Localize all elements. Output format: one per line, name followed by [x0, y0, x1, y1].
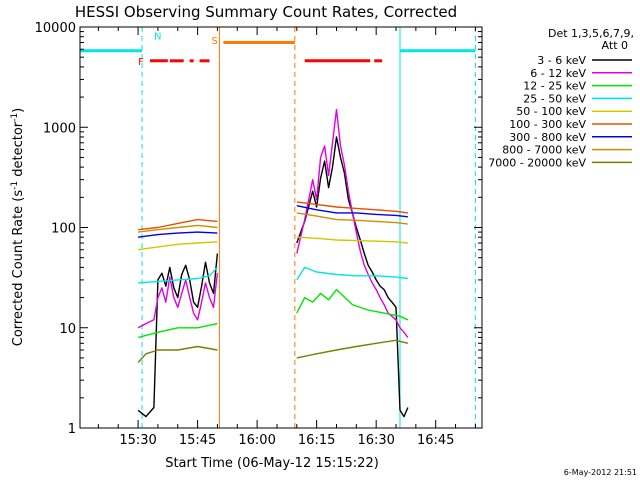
x-tick-label-5: 16:45	[417, 433, 454, 448]
legend-label-8: 7000 - 20000 keV	[488, 156, 586, 169]
legend-header-attenuator: Att 0	[602, 39, 628, 52]
series-0-segment-0	[137, 253, 219, 418]
legend-header-detectors: Det 1,3,5,6,7,9,	[548, 27, 634, 40]
series-2-segment-1	[296, 288, 409, 321]
flag-label-f: F	[138, 57, 144, 68]
y-axis-label-end: )	[11, 108, 26, 113]
x-axis-label: Start Time (06-May-12 15:15:22)	[165, 456, 379, 471]
axes: 1 10 100 1000 10000 15:30 15:45 16:00 16:15 16:30…	[35, 21, 483, 448]
vertical-markers	[79, 27, 476, 428]
legend-label-5: 100 - 300 keV	[509, 118, 586, 131]
y-axis-label: Corrected Count Rate (s-1 detector-1)	[10, 108, 26, 346]
series-layer	[137, 108, 409, 418]
legend-label-7: 800 - 7000 keV	[502, 144, 586, 157]
y-tick-label-2: 100	[51, 222, 76, 237]
series-7-segment-0	[138, 224, 218, 233]
y-axis-label-mid: detector	[11, 121, 26, 181]
series-3-segment-1	[296, 266, 408, 281]
y-tick-label-3: 1000	[43, 121, 76, 136]
legend-label-4: 50 - 100 keV	[516, 105, 586, 118]
x-tick-label-3: 16:15	[298, 433, 335, 448]
plot-frame	[79, 26, 483, 429]
flag-label-s: S	[211, 36, 217, 47]
y-tick-label-0: 1	[68, 422, 76, 437]
series-8-segment-1	[296, 339, 409, 359]
legend-label-1: 6 - 12 keV	[530, 67, 586, 80]
series-0-segment-1	[296, 136, 409, 418]
series-5-segment-0	[138, 218, 218, 231]
series-2-segment-0	[137, 322, 218, 339]
legend-label-2: 12 - 25 keV	[523, 80, 586, 93]
series-1-segment-0	[137, 273, 219, 329]
series-3-segment-0	[138, 266, 218, 284]
y-tick-label-1: 10	[59, 322, 76, 337]
series-4-segment-0	[138, 241, 218, 251]
legend-label-3: 25 - 50 keV	[523, 92, 586, 105]
chart-title: HESSI Observing Summary Count Rates, Cor…	[75, 3, 457, 21]
series-4-segment-1	[296, 236, 408, 244]
series-5-segment-1	[296, 201, 408, 214]
legend-label-0: 3 - 6 keV	[537, 54, 586, 67]
y-axis-label-main: Corrected Count Rate (s	[11, 190, 26, 347]
x-tick-label-0: 15:30	[119, 433, 156, 448]
x-tick-label-1: 15:45	[179, 433, 216, 448]
series-6-segment-1	[296, 205, 408, 218]
series-1-segment-1	[296, 108, 409, 338]
flag-layer: N F S	[80, 32, 476, 68]
y-axis-label-sup2: -1	[10, 113, 20, 122]
y-axis-label-sup1: -1	[10, 181, 20, 190]
legend-label-6: 300 - 800 keV	[509, 131, 586, 144]
series-8-segment-0	[137, 345, 218, 363]
series-6-segment-0	[138, 231, 218, 238]
flag-label-n: N	[154, 32, 161, 43]
series-7-segment-1	[296, 212, 408, 225]
x-tick-label-4: 16:30	[357, 433, 394, 448]
y-tick-label-4: 10000	[35, 21, 76, 36]
x-tick-label-2: 16:00	[238, 433, 275, 448]
date-stamp: 6-May-2012 21:51	[564, 468, 637, 477]
